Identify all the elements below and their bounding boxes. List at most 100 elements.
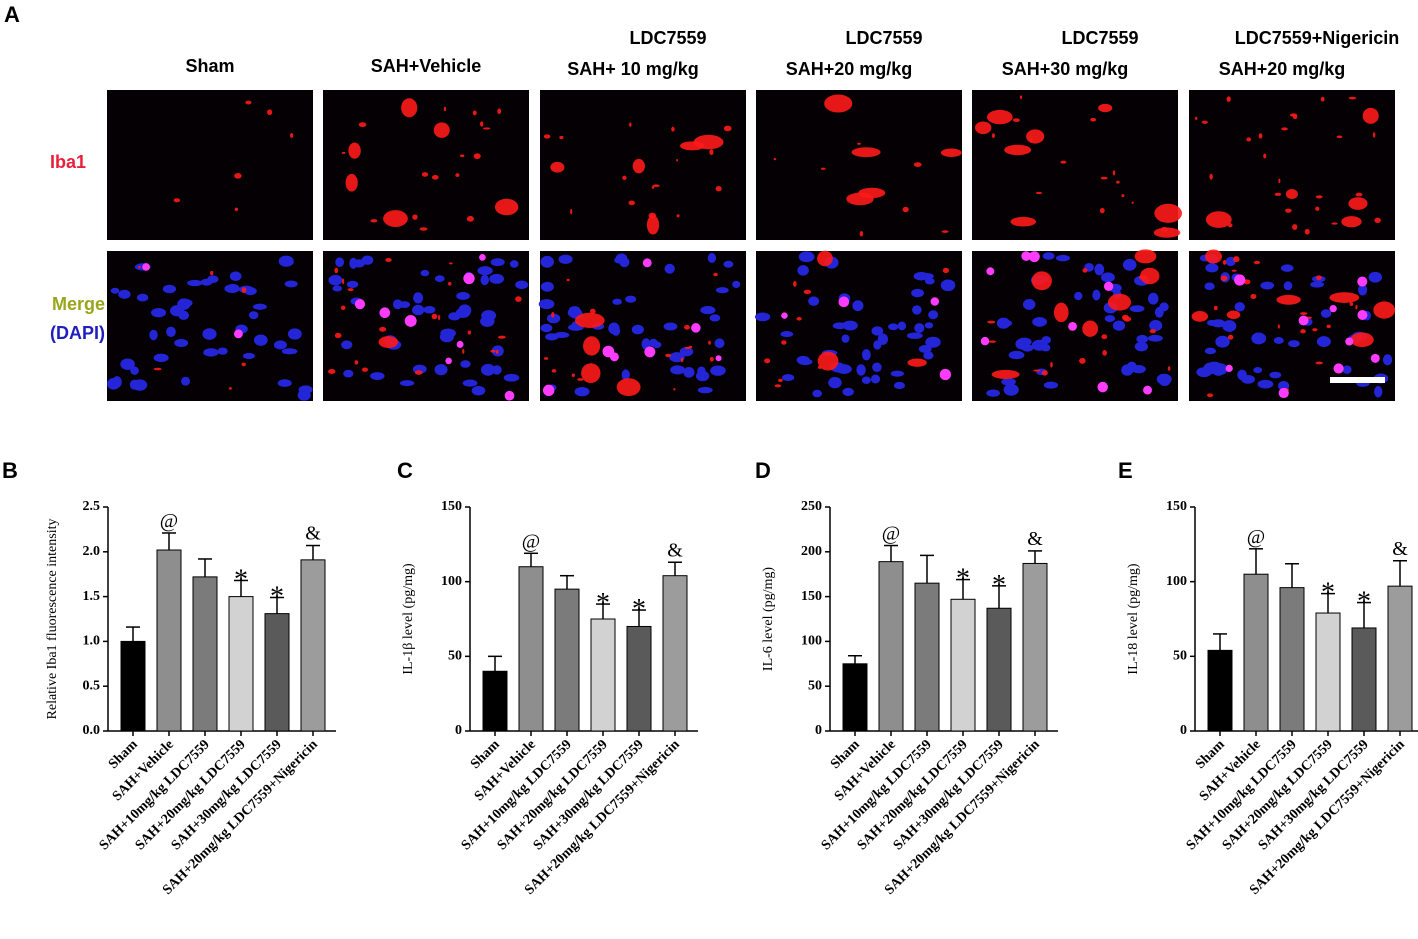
y-tick-label: 50 (448, 649, 462, 664)
bar (842, 663, 868, 732)
bar (1022, 562, 1048, 732)
cell (629, 122, 632, 127)
cell (466, 215, 474, 222)
cell (632, 158, 645, 174)
cell (1349, 302, 1354, 307)
nucleus (924, 322, 934, 329)
significance-mark: & (305, 523, 321, 545)
column-header: Sham (185, 56, 234, 76)
cell (859, 231, 864, 237)
cell (497, 108, 502, 115)
nucleus (112, 376, 122, 388)
overlap (142, 263, 150, 271)
cell (1209, 173, 1213, 180)
significance-mark: @ (1247, 526, 1265, 548)
nucleus (714, 338, 725, 349)
cell (796, 317, 802, 321)
cell (1258, 133, 1263, 139)
cell (241, 287, 247, 294)
nucleus (1205, 263, 1219, 273)
nucleus (842, 320, 858, 331)
nucleus (1342, 365, 1352, 374)
nucleus (1094, 263, 1105, 276)
micrograph (1189, 90, 1395, 240)
nucleus (897, 321, 907, 331)
nucleus (1368, 271, 1383, 283)
nucleus (625, 295, 637, 303)
cell (1274, 192, 1282, 196)
nucleus (1288, 340, 1300, 348)
cell (1204, 249, 1222, 264)
cell (803, 289, 812, 295)
cell (1107, 293, 1132, 311)
cell (334, 332, 342, 339)
cell (449, 262, 453, 265)
cell (1140, 267, 1160, 285)
cell (1012, 118, 1020, 123)
nucleus (861, 376, 871, 384)
nucleus (912, 305, 922, 315)
y-tick-label: 100 (441, 574, 462, 589)
cell (1227, 334, 1234, 340)
cell (1226, 96, 1231, 102)
nucleus (162, 284, 177, 294)
cell (665, 353, 672, 358)
cell (1341, 216, 1362, 228)
cell (347, 288, 354, 292)
column-header: LDC7559 (1061, 28, 1138, 48)
panel-label: B (2, 458, 18, 483)
nucleus (370, 372, 385, 381)
nucleus (399, 380, 415, 387)
cell (1100, 176, 1108, 180)
nucleus (1041, 336, 1052, 344)
nucleus (567, 307, 583, 318)
nucleus (1122, 258, 1137, 271)
cell (1315, 206, 1320, 211)
cell (1102, 350, 1107, 356)
cell (1090, 117, 1097, 122)
cell (902, 206, 909, 213)
nucleus (670, 365, 686, 375)
nucleus (153, 353, 169, 363)
cell (559, 135, 564, 140)
cell (460, 154, 465, 158)
cell (361, 367, 369, 372)
nucleus (683, 367, 695, 378)
nucleus (1382, 354, 1393, 366)
cell (1292, 224, 1298, 230)
nucleus (1022, 298, 1036, 310)
nucleus (273, 340, 287, 350)
nucleus (614, 256, 623, 264)
nucleus (1055, 254, 1071, 262)
nucleus (1204, 282, 1215, 291)
nucleus (709, 314, 721, 322)
nucleus (341, 340, 353, 350)
micrograph (107, 251, 313, 401)
overlap (479, 254, 486, 261)
significance-mark: * (1321, 578, 1335, 609)
cell (1149, 329, 1156, 334)
cell (1372, 132, 1376, 138)
cell (443, 106, 447, 112)
panel-label: A (4, 2, 20, 27)
cell (1374, 217, 1381, 223)
cell (708, 340, 711, 345)
overlap (233, 329, 243, 339)
nucleus (1147, 292, 1159, 305)
overlap (602, 345, 615, 358)
micrograph (107, 90, 313, 240)
y-axis-label: Relative Iba1 fluorescence intensity (45, 519, 60, 720)
significance-mark: * (234, 564, 248, 595)
significance-mark: * (956, 564, 970, 595)
nucleus (664, 263, 675, 274)
cell (991, 369, 1020, 379)
nucleus (1215, 335, 1230, 348)
nucleus (252, 303, 267, 310)
cell (1026, 129, 1045, 144)
cell (1316, 275, 1322, 281)
nucleus (287, 328, 302, 340)
nucleus (710, 365, 726, 376)
y-axis-label: IL-1β level (pg/mg) (401, 563, 416, 675)
nucleus (118, 289, 131, 299)
overlap (1143, 385, 1152, 395)
